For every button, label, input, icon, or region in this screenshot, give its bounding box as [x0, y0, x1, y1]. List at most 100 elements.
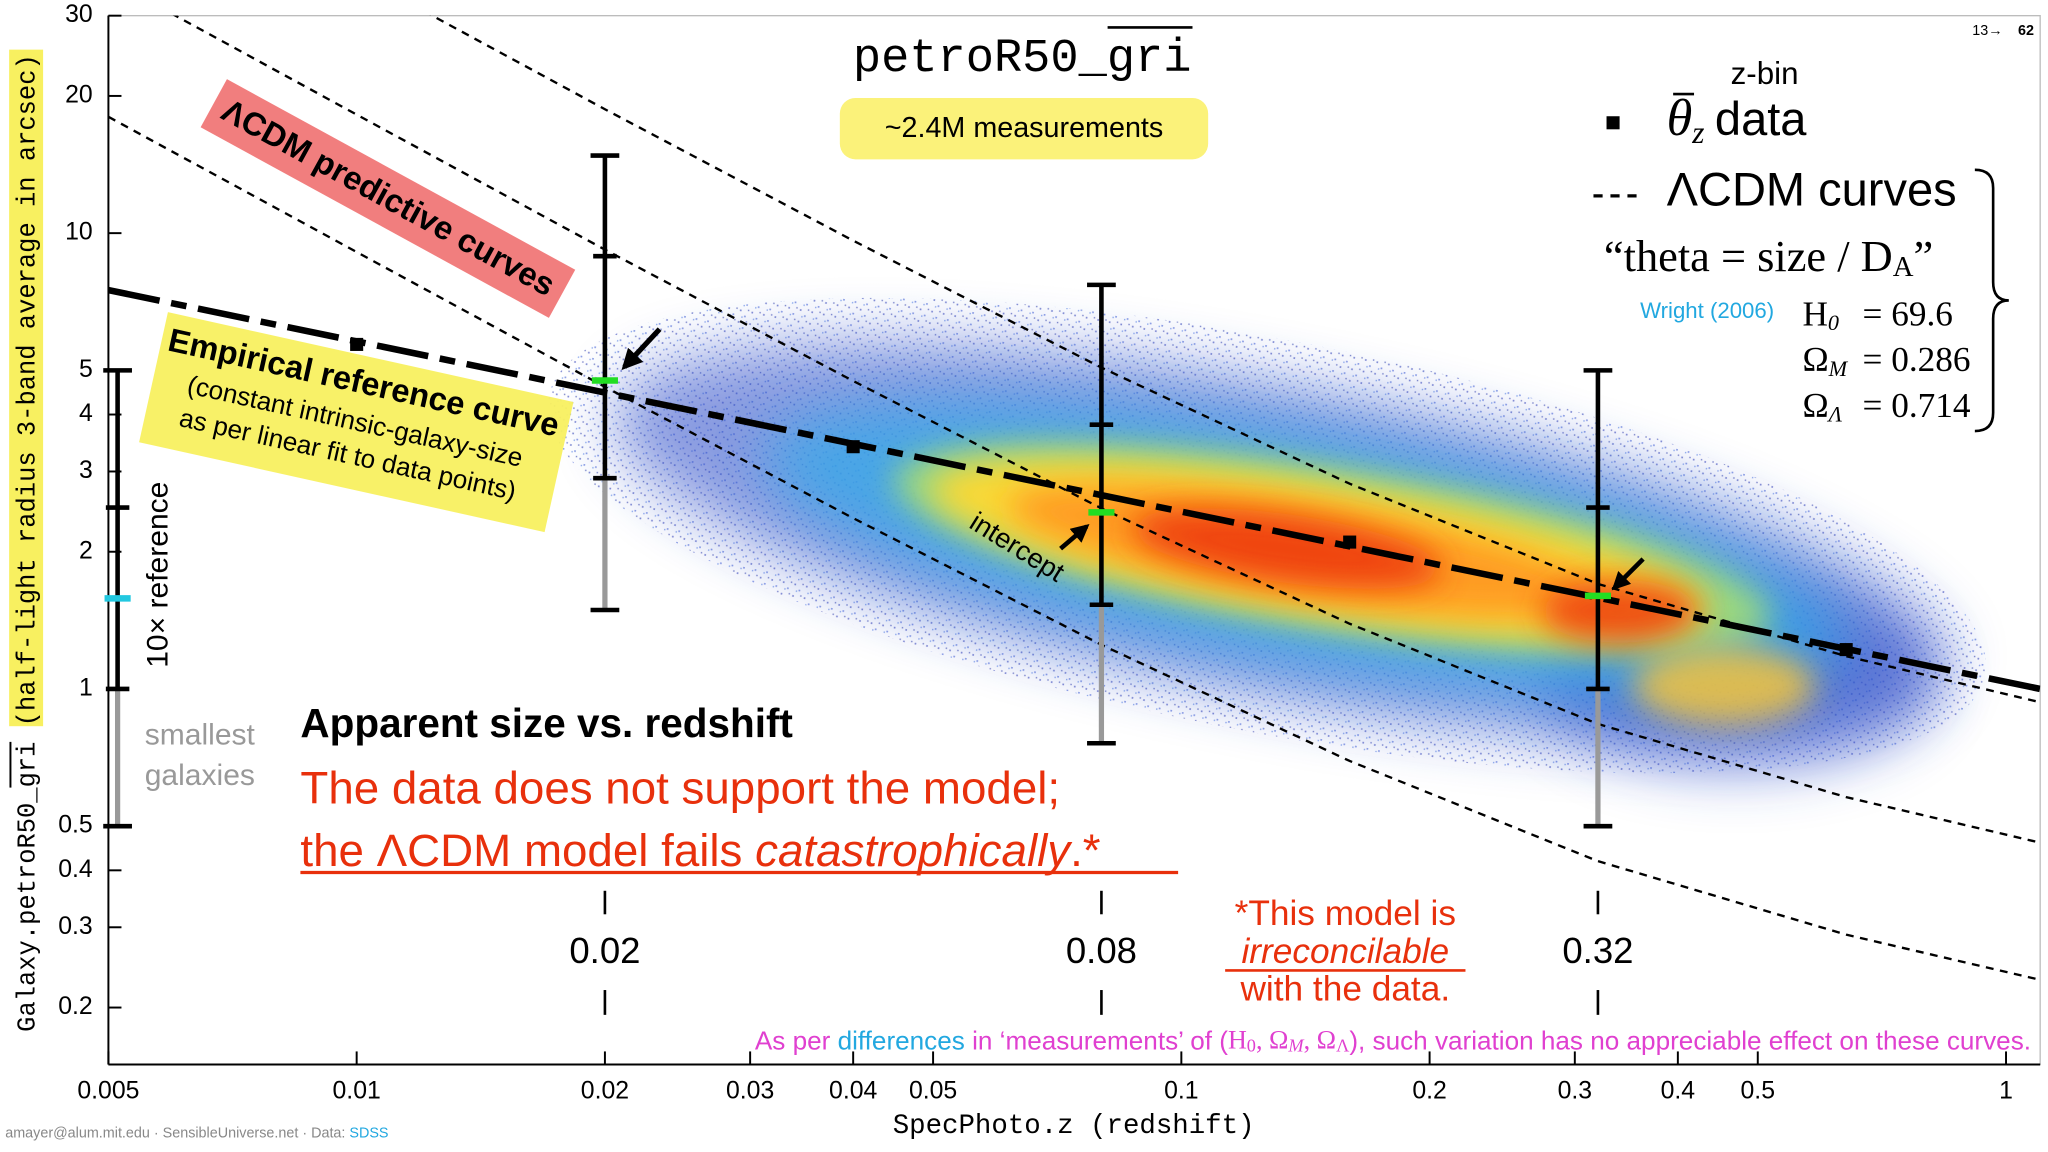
- legend-theta: θ: [1667, 89, 1693, 147]
- bottom-note: As per differences in ‘measurements’ of …: [755, 1025, 2031, 1056]
- x-tick-label: 0.005: [77, 1077, 139, 1104]
- note-part: 0: [1247, 1036, 1256, 1056]
- y-label-over: gri: [13, 742, 42, 788]
- y-tick-label: 20: [65, 81, 93, 108]
- x-tick-label: 0.03: [726, 1077, 774, 1104]
- y-tick-label: 2: [79, 537, 93, 564]
- headline: Apparent size vs. redshift: [300, 700, 793, 746]
- x-tick-label: 0.4: [1661, 1077, 1696, 1104]
- badge-bg: [839, 97, 1209, 160]
- bin-mean: [1343, 535, 1357, 549]
- param-sub: 0: [1828, 310, 1839, 335]
- x-tick-label: 0.04: [829, 1077, 877, 1104]
- y-tick-label: 0.5: [58, 812, 92, 839]
- x-tick-label: 0.01: [333, 1077, 381, 1104]
- legend-param: ΩM = 0.286: [1802, 340, 1970, 381]
- credit-source: SDSS: [349, 1126, 388, 1142]
- z-label: 0.02: [569, 930, 640, 971]
- reference-curve: [108, 286, 2041, 693]
- y-tick-label: 4: [79, 400, 93, 427]
- smallest-label: smallest: [145, 719, 256, 752]
- y-tick-label: 10: [65, 219, 93, 246]
- legend-params: H0 = 69.6 ΩM = 0.286 ΩΛ = 0.714: [1802, 294, 1970, 426]
- credit-text: amayer@alum.mit.edu · SensibleUniverse.n…: [5, 1126, 349, 1142]
- verdict: The data does not support the model;: [300, 763, 1060, 814]
- legend-param: ΩΛ = 0.714: [1802, 386, 1970, 427]
- ten-x-label: 10× reference: [141, 482, 174, 668]
- y-tick-label: 0.4: [58, 856, 93, 883]
- param-sub: M: [1828, 356, 1849, 381]
- footnote: with the data.: [1239, 970, 1450, 1009]
- arrow: [621, 327, 662, 371]
- legend-square: [1606, 116, 1620, 130]
- y-tick-label: 0.2: [58, 993, 92, 1020]
- param-value: = 69.6: [1863, 294, 1953, 333]
- lcdm-label-bg: [200, 79, 576, 318]
- x-axis-label: SpecPhoto.z (redshift): [893, 1111, 1255, 1142]
- verdict-start: the ΛCDM model fails: [300, 825, 755, 876]
- note-part: As per: [755, 1025, 838, 1055]
- note-part: differences: [838, 1025, 965, 1055]
- x-tick-label: 0.1: [1164, 1077, 1198, 1104]
- y-tick-label: 30: [65, 1, 93, 28]
- y-label-note: (half-light radius 3-band average in arc…: [13, 54, 42, 726]
- bin-mean: [350, 337, 364, 351]
- legend-formula: “theta = size / DA”: [1604, 231, 1933, 282]
- legend-brace: [1974, 168, 2009, 433]
- title-main: petroR50_: [853, 33, 1108, 86]
- formula-main: “theta = size / D: [1604, 231, 1893, 281]
- arrow: [1059, 523, 1090, 551]
- y-axis-label: Galaxy.petroR50_gri (half-light radius 3…: [13, 54, 42, 1032]
- param-value: = 0.714: [1863, 386, 1971, 425]
- reference-label-bg: [139, 312, 574, 533]
- legend-source: Wright (2006): [1640, 298, 1774, 323]
- formula-sub: A: [1893, 251, 1914, 283]
- verdict-emph: catastrophically: [755, 825, 1073, 876]
- chart-title: petroR50_gri: [853, 33, 1192, 86]
- verdict-end: .*: [1070, 825, 1101, 876]
- badge: ~2.4M measurements: [885, 112, 1164, 144]
- y-tick-label: 0.3: [58, 913, 92, 940]
- x-tick-label: 0.05: [909, 1077, 957, 1104]
- z-label: 0.08: [1066, 930, 1137, 971]
- legend-curves: ΛCDM curves: [1667, 163, 1957, 216]
- footnote: irreconcilable: [1241, 932, 1449, 971]
- y-axis-label-group: Galaxy.petroR50_gri (half-light radius 3…: [9, 49, 44, 1032]
- x-tick-label: 0.3: [1558, 1077, 1592, 1104]
- param-symbol: Ω: [1802, 340, 1828, 379]
- note-part: H: [1228, 1025, 1247, 1054]
- note-part: in ‘measurements’ of (: [965, 1025, 1228, 1055]
- x-tick-label: 0.2: [1412, 1077, 1446, 1104]
- bin-mean: [1839, 643, 1853, 657]
- verdict: the ΛCDM model fails catastrophically.*: [300, 825, 1100, 876]
- credit: amayer@alum.mit.edu · SensibleUniverse.n…: [5, 1126, 388, 1142]
- legend-data-text: data: [1715, 92, 1807, 145]
- footnote: *This model is: [1235, 894, 1456, 933]
- x-tick-label: 0.5: [1741, 1077, 1775, 1104]
- param-symbol: H: [1802, 294, 1827, 333]
- note-part: Λ: [1336, 1036, 1350, 1056]
- y-label-main: Galaxy.petroR50_: [13, 787, 42, 1032]
- param-value: = 0.286: [1863, 340, 1971, 379]
- note-part: M: [1287, 1036, 1305, 1056]
- x-tick-label: 0.02: [581, 1077, 629, 1104]
- title-over: gri: [1107, 33, 1192, 86]
- slide-marker: 13→: [1972, 23, 2002, 39]
- note-part: , Ω: [1304, 1025, 1336, 1054]
- x-tick-label: 1: [1999, 1077, 2013, 1104]
- smallest-label: galaxies: [145, 759, 255, 792]
- y-label-highlight: [9, 49, 44, 727]
- param-sub: Λ: [1827, 402, 1843, 427]
- note-part: ), such variation has no appreciable eff…: [1349, 1025, 2031, 1055]
- bin-mean: [846, 440, 860, 454]
- z-label: 0.32: [1562, 930, 1633, 971]
- arrow: [1611, 557, 1645, 591]
- formula-end: ”: [1913, 231, 1933, 281]
- page-number: 62: [2018, 23, 2034, 39]
- y-tick-label: 3: [79, 457, 93, 484]
- legend-data: θz data: [1667, 89, 1808, 150]
- y-tick-label: 5: [79, 356, 93, 383]
- y-tick-label: 1: [79, 674, 93, 701]
